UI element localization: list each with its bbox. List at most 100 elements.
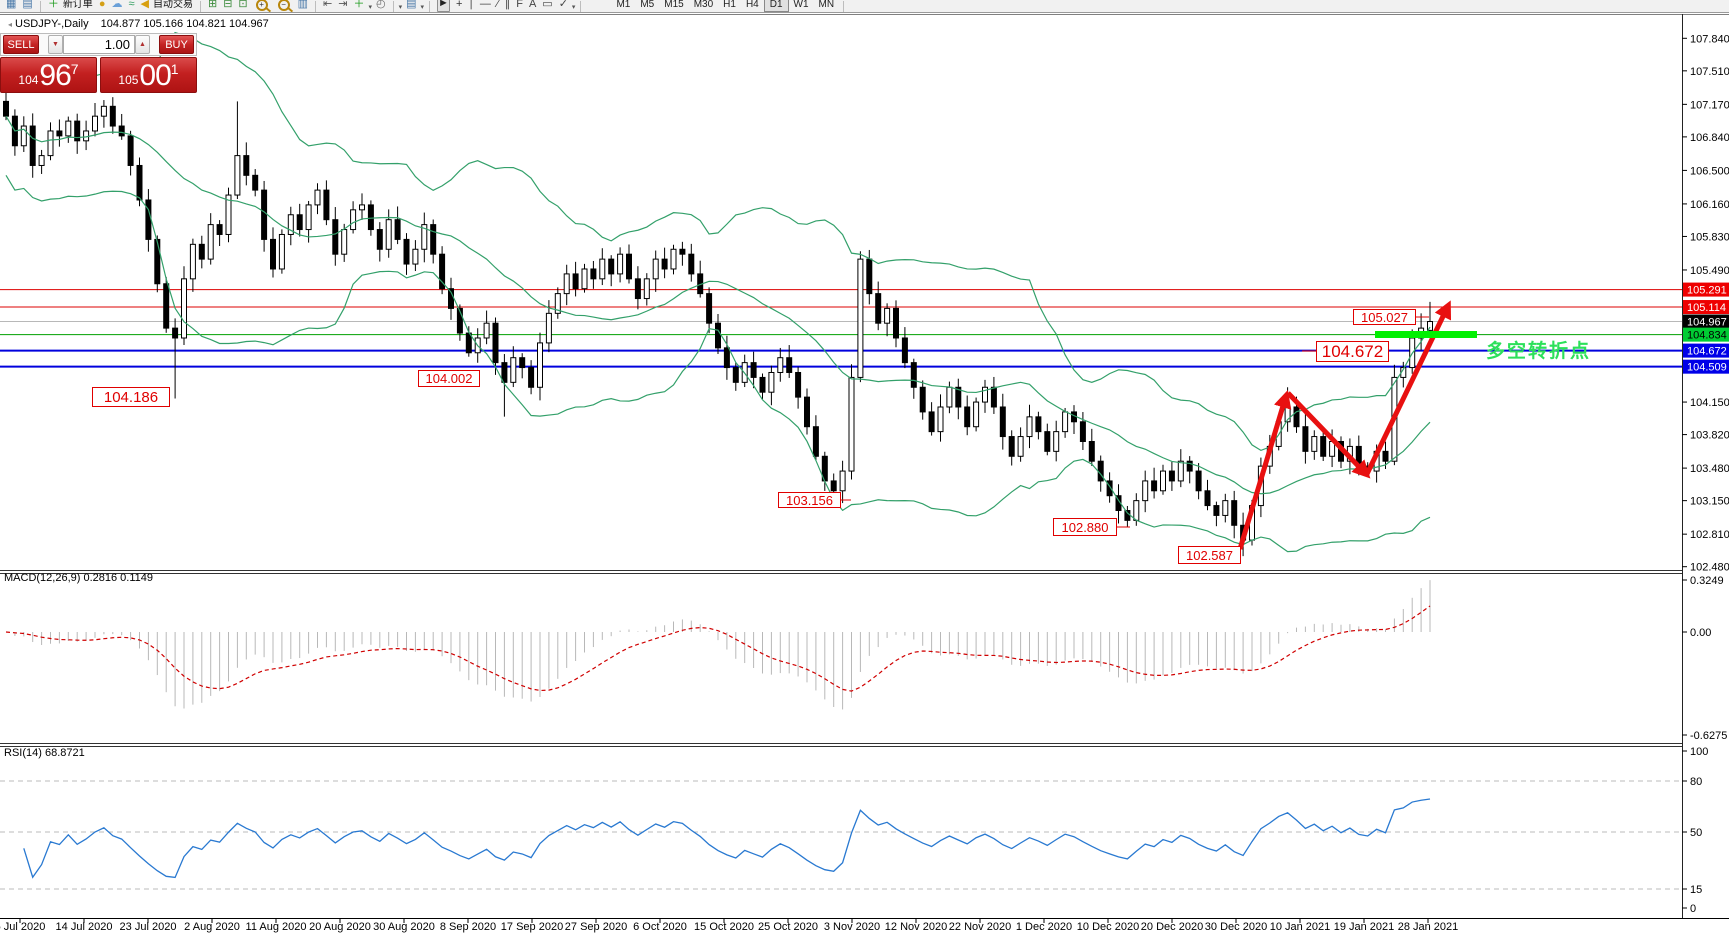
price-tick-label: 107.840 — [1690, 33, 1729, 45]
volume-input[interactable] — [63, 35, 135, 54]
tab-timeframe-w1[interactable]: W1 — [793, 0, 809, 10]
tab-timeframe-mn[interactable]: MN — [818, 0, 835, 10]
indicator-tick-label: 0.3249 — [1690, 575, 1724, 587]
buy-price-pip: 1 — [170, 61, 179, 77]
horizontal-line-icon[interactable]: ― — [479, 0, 491, 10]
trendline-icon[interactable]: ∕ — [496, 0, 499, 10]
template-icon[interactable]: ▤ — [406, 0, 417, 10]
arrows-icon[interactable]: ✓ — [558, 0, 568, 10]
buy-price-box[interactable]: 105 00 1 — [100, 57, 197, 93]
price-annotation-104.002[interactable]: 104.002 — [418, 370, 480, 387]
indicator-tick-label: 100 — [1690, 746, 1708, 758]
cloud-icon[interactable]: ☁ — [111, 0, 123, 10]
dropdown-caret-icon[interactable]: ▾ — [571, 4, 576, 11]
shift-right-icon[interactable]: ⇥ — [338, 0, 348, 10]
price-annotation-103.156[interactable]: 103.156 — [778, 492, 841, 508]
zoom-in-icon[interactable]: + — [255, 0, 268, 11]
shift-left-icon[interactable]: ⇤ — [323, 0, 333, 10]
price-tick-label: 102.480 — [1690, 562, 1729, 574]
rsi-label: RSI(14) 68.8721 — [4, 747, 85, 759]
price-annotation-104.672[interactable]: 104.672 — [1316, 341, 1389, 362]
date-tick-label: 10 Dec 2020 — [1076, 921, 1140, 933]
toolbar-separator — [580, 1, 582, 12]
bollinger-lower-band — [5, 175, 1431, 553]
tab-timeframe-m1[interactable]: M1 — [616, 0, 631, 10]
tab-timeframe-h1[interactable]: H1 — [723, 0, 736, 10]
bollinger-middle-band — [5, 115, 1431, 495]
tile-windows-icon[interactable]: ▥ — [297, 0, 309, 10]
tab-timeframe-d1[interactable]: D1 — [763, 0, 789, 12]
sell-price-box[interactable]: 104 96 7 — [0, 57, 97, 93]
toolbar-separator — [843, 1, 845, 12]
period-icon[interactable]: ◴ — [376, 0, 386, 10]
chart-ohlc-values: 104.877 105.166 104.821 104.967 — [100, 18, 269, 30]
vertical-line-icon[interactable]: ∣ — [468, 0, 474, 10]
top-toolbar: ▦ ▤ ＋新订单 ● ☁ ≈ ◀ 自动交易 ⊞ ⊟ ⊡ + − ▥ ⇤ ⇥ ＋ ▾ ◴ ▾ ▤ ▾ ► + ∣ ― ∕ ∥ F A ▭ ✓ ▾ M… — [0, 0, 1729, 13]
rsi-line — [23, 798, 1431, 879]
trade-controls-row: SELL ▼ ▲ BUY — [0, 33, 197, 56]
trade-prices-row: 104 96 7 105 00 1 — [0, 57, 197, 93]
buy-price-main: 00 — [139, 59, 171, 92]
text-icon[interactable]: A — [528, 0, 537, 10]
dropdown-caret-icon[interactable]: ▾ — [368, 4, 372, 11]
dropdown-caret-icon[interactable]: ▾ — [420, 4, 425, 11]
price-annotation-104.186[interactable]: 104.186 — [92, 387, 170, 407]
price-annotation-102.587[interactable]: 102.587 — [1178, 546, 1241, 564]
turning-point-note[interactable]: 多空转折点 — [1486, 341, 1592, 362]
new-order-button[interactable]: 新订单 — [62, 0, 93, 10]
toolbar-separator — [392, 1, 394, 12]
signals-icon[interactable]: ≈ — [128, 0, 135, 10]
price-annotation-105.027[interactable]: 105.027 — [1353, 309, 1416, 325]
trend-arrow[interactable] — [1286, 391, 1371, 479]
date-tick-label: 20 Aug 2020 — [309, 921, 371, 933]
crosshair-icon[interactable]: + — [455, 0, 463, 10]
sell-button[interactable]: SELL — [3, 35, 39, 54]
history-center-icon[interactable]: ● — [98, 0, 106, 10]
indicator-tick-label: 0 — [1690, 903, 1696, 915]
auto-trading-icon[interactable]: ◀ — [140, 0, 149, 10]
zoom-out-icon[interactable]: − — [277, 0, 290, 11]
tab-timeframe-h4[interactable]: H4 — [745, 0, 759, 10]
fibonacci-icon[interactable]: F — [516, 0, 523, 10]
dropdown-caret-icon[interactable]: ▾ — [398, 4, 403, 11]
cursor-icon[interactable]: ► — [437, 0, 450, 12]
add-indicator-icon[interactable]: ＋ — [353, 0, 365, 10]
auto-trading-button[interactable]: 自动交易 — [152, 0, 193, 10]
channel-icon[interactable]: ∥ — [504, 0, 511, 10]
candle-chart-icon[interactable]: ⊟ — [223, 0, 233, 10]
toolbar-separator — [199, 1, 201, 12]
tab-timeframe-m30[interactable]: M30 — [693, 0, 714, 10]
volume-down-button[interactable]: ▼ — [48, 35, 63, 54]
price-tick-label: 106.840 — [1690, 132, 1729, 144]
date-tick-label: 11 Aug 2020 — [245, 921, 307, 933]
volume-up-button[interactable]: ▲ — [135, 35, 150, 54]
profiles-icon[interactable]: ▤ — [22, 0, 33, 10]
support-highlight-bar[interactable] — [1375, 331, 1477, 338]
sell-price-pip: 7 — [70, 61, 79, 77]
price-tick-label: 106.160 — [1690, 199, 1729, 211]
shapes-icon[interactable]: ▭ — [542, 0, 553, 10]
date-tick-label: 20 Dec 2020 — [1140, 921, 1204, 933]
new-order-icon[interactable]: ＋ — [47, 0, 59, 10]
date-tick-label: 5 Jul 2020 — [0, 921, 46, 933]
price-annotation-102.880[interactable]: 102.880 — [1053, 518, 1117, 536]
trend-arrow[interactable] — [1237, 389, 1292, 550]
chart-title: ◂ USDJPY-,Daily 104.877 105.166 104.821 10… — [8, 18, 269, 30]
toolbar-separator — [39, 1, 41, 12]
bar-chart-icon[interactable]: ⊞ — [207, 0, 218, 10]
price-badge-104.967: 104.967 — [1687, 317, 1727, 329]
line-chart-icon[interactable]: ⊡ — [238, 0, 248, 10]
tab-timeframe-m5[interactable]: M5 — [640, 0, 655, 10]
date-tick-label: 10 Jan 2021 — [1269, 921, 1331, 933]
price-tick-label: 103.820 — [1690, 430, 1729, 442]
new-chart-icon[interactable]: ▦ — [6, 0, 17, 10]
tab-timeframe-m15[interactable]: M15 — [664, 0, 684, 10]
macd-label: MACD(12,26,9) 0.2816 0.1149 — [4, 572, 153, 584]
price-tick-label: 106.500 — [1690, 165, 1729, 177]
buy-button[interactable]: BUY — [159, 35, 194, 54]
date-tick-label: 17 Sep 2020 — [500, 921, 564, 933]
price-tick-label: 107.170 — [1690, 99, 1729, 111]
one-click-trading-panel: SELL ▼ ▲ BUY 104 96 7 105 00 1 — [0, 33, 197, 93]
price-tick-label: 102.810 — [1690, 529, 1729, 541]
